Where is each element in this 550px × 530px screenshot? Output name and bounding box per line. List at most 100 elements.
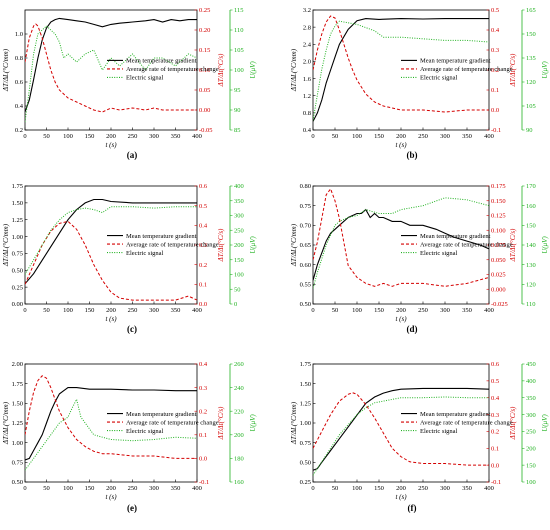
series-line [313, 387, 489, 471]
x-tick-label: 200 [396, 485, 406, 492]
right1-tick-label: 0.10 [199, 67, 210, 74]
panel-a: 0 50 100 150 200 250 300 350 400 t (s) 0.2 0.4 0.6 0.… [2, 7, 257, 160]
x-tick-label: 250 [128, 133, 138, 140]
right1-tick-label: 0.3 [491, 47, 499, 54]
right2-tick-label: 120 [526, 79, 536, 86]
legend-entry: Mean temperature gradient [126, 411, 197, 418]
right2-tick-label: 170 [526, 183, 536, 190]
x-tick-label: 100 [63, 133, 73, 140]
right1-tick-label: -0.025 [491, 301, 508, 308]
right2-axis-label: U(μV) [249, 414, 257, 432]
right1-tick-label: 0.3 [491, 412, 499, 419]
right2-tick-label: 200 [234, 242, 244, 249]
left-tick-label: 1.50 [12, 401, 23, 408]
right2-axis-label: U(μV) [541, 61, 549, 79]
right2-tick-label: 260 [234, 361, 244, 368]
left-tick-label: 0.75 [300, 203, 311, 210]
panel-e: 0 50 100 150 200 250 300 350 400 t (s) 0.50 0.75 1.0… [2, 361, 257, 513]
right1-tick-label: 0.4 [199, 223, 208, 230]
x-tick-label: 250 [418, 133, 428, 140]
left-tick-label: 0.6 [15, 79, 24, 86]
right2-tick-label: 165 [526, 7, 536, 14]
right2-tick-label: 180 [234, 456, 244, 463]
legend-entry: Mean temperature gradient [126, 58, 197, 65]
left-tick-label: 0.50 [300, 460, 311, 467]
right2-tick-label: 100 [234, 272, 244, 279]
x-tick-label: 300 [149, 133, 159, 140]
legend-entry: Electric signal [126, 75, 164, 82]
x-tick-label: 100 [352, 133, 362, 140]
series-line [313, 197, 489, 289]
x-tick-label: 400 [192, 485, 202, 492]
right1-tick-label: 0.4 [491, 395, 500, 402]
x-axis-label: t (s) [105, 141, 117, 149]
right1-tick-label: 0.1 [199, 432, 207, 439]
left-axis-label: ΔT/ΔL(°C/mm) [290, 48, 298, 92]
x-tick-label: 200 [106, 485, 116, 492]
series-line [313, 396, 489, 476]
right1-axis-label: ΔT/Δt(°C/s) [217, 53, 225, 87]
right1-tick-label: 0.15 [199, 47, 210, 54]
left-tick-label: 0.50 [12, 479, 23, 486]
x-tick-label: 50 [43, 133, 50, 140]
x-axis-label: t (s) [395, 315, 407, 323]
left-tick-label: 0.8 [303, 110, 311, 117]
left-tick-label: 1.75 [300, 361, 311, 368]
left-tick-label: 0.50 [300, 301, 311, 308]
right1-tick-label: 0.2 [199, 408, 207, 415]
right2-tick-label: 0 [234, 301, 237, 308]
left-tick-label: 1.75 [12, 183, 23, 190]
series-line [25, 220, 197, 301]
right1-tick-label: 0.4 [199, 361, 208, 368]
right2-tick-label: 450 [526, 361, 536, 368]
series-line [25, 198, 197, 285]
right2-tick-label: 110 [526, 301, 536, 308]
left-tick-label: 0.4 [303, 127, 312, 134]
legend-entry: Mean temperature gradient [126, 233, 197, 240]
x-tick-label: 50 [332, 485, 339, 492]
x-tick-label: 300 [440, 133, 450, 140]
left-tick-label: 0.50 [12, 267, 23, 274]
right2-tick-label: 200 [234, 432, 244, 439]
right1-tick-label: 0.1 [199, 282, 207, 289]
left-tick-label: 0.25 [12, 284, 23, 291]
left-tick-label: 0.00 [12, 301, 23, 308]
right2-tick-label: 105 [526, 103, 536, 110]
x-tick-label: 250 [418, 485, 428, 492]
x-tick-label: 150 [85, 485, 95, 492]
x-tick-label: 150 [85, 307, 95, 314]
left-tick-label: 0.60 [300, 262, 311, 269]
series-line [25, 17, 197, 113]
legend-entry: Average rate of temperature change [420, 241, 513, 248]
series-line [25, 25, 197, 123]
legend-entry: Average rate of temperature change [420, 66, 513, 73]
x-tick-label: 350 [171, 307, 181, 314]
right2-tick-label: 90 [234, 107, 241, 114]
left-tick-label: 1.00 [300, 420, 311, 427]
right2-tick-label: 220 [234, 408, 244, 415]
x-tick-label: 200 [106, 307, 116, 314]
right1-tick-label: -0.1 [491, 479, 501, 486]
left-tick-label: 1.50 [300, 381, 311, 388]
right1-tick-label: 0.125 [491, 213, 506, 220]
left-tick-label: 1.25 [12, 217, 23, 224]
right1-tick-label: 0.6 [199, 183, 208, 190]
right1-tick-label: 0.1 [491, 87, 499, 94]
right2-axis-label: U(μV) [249, 61, 257, 79]
x-tick-label: 400 [192, 307, 202, 314]
x-tick-label: 250 [418, 307, 428, 314]
left-tick-label: 1.00 [12, 234, 23, 241]
left-tick-label: 1.6 [303, 76, 312, 83]
panel-caption: (a) [127, 150, 138, 160]
x-tick-label: 400 [484, 133, 494, 140]
left-tick-label: 0.70 [300, 223, 311, 230]
right1-tick-label: 0.1 [491, 445, 499, 452]
legend-entry: Electric signal [420, 75, 458, 82]
right1-tick-label: 0.05 [199, 87, 210, 94]
right2-tick-label: 140 [526, 242, 536, 249]
series-line [25, 387, 197, 461]
x-tick-label: 400 [192, 133, 202, 140]
series-line [313, 18, 489, 122]
right2-tick-label: 135 [526, 55, 536, 62]
x-tick-label: 350 [462, 133, 472, 140]
